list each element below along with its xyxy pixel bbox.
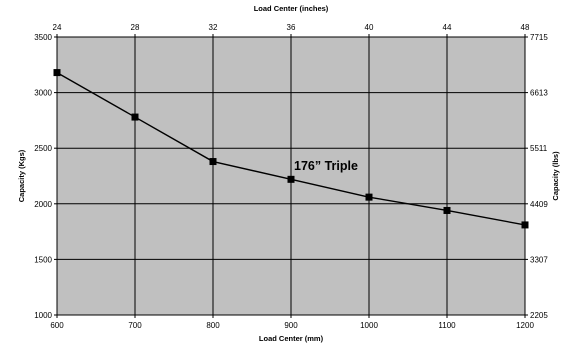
grid-lines	[57, 37, 525, 315]
x-tick-label: 600	[50, 321, 64, 330]
x-tick-label: 1100	[438, 321, 456, 330]
x2-tick-label: 40	[365, 23, 374, 32]
y-tick-label: 1500	[34, 255, 52, 264]
y-tick-label: 3500	[34, 33, 52, 42]
tick-marks	[54, 34, 528, 318]
y2-tick-label: 2205	[530, 311, 548, 320]
y2-tick-label: 7715	[530, 33, 548, 42]
x2-tick-label: 44	[443, 23, 452, 32]
y-tick-label: 2000	[34, 200, 52, 209]
series-capacity	[53, 69, 529, 229]
data-point-marker	[53, 69, 61, 77]
x2-axis-title: Load Center (inches)	[254, 4, 329, 13]
data-point-marker	[287, 175, 295, 183]
data-point-marker	[209, 158, 217, 166]
x-tick-label: 900	[284, 321, 298, 330]
y-tick-label: 2500	[34, 144, 52, 153]
x2-tick-label: 24	[53, 23, 62, 32]
y2-tick-label: 3307	[530, 255, 548, 264]
y-tick-label: 3000	[34, 89, 52, 98]
series-annotation: 176” Triple	[294, 159, 358, 173]
x-axis-title: Load Center (mm)	[259, 334, 324, 343]
x-tick-label: 800	[206, 321, 220, 330]
y-tick-label: 1000	[34, 311, 52, 320]
y2-tick-label: 4409	[530, 200, 548, 209]
data-point-marker	[131, 113, 139, 121]
x2-tick-label: 28	[131, 23, 140, 32]
x-tick-label: 700	[128, 321, 142, 330]
data-point-marker	[365, 193, 373, 201]
data-point-marker	[443, 206, 451, 214]
y2-axis-title: Capacity (lbs)	[551, 151, 560, 201]
y2-tick-label: 5511	[530, 144, 548, 153]
tick-labels: 600 24 700 28 800 32 900 36 1000 40 1100 44 1200 48 10…	[34, 23, 548, 330]
x2-tick-label: 32	[209, 23, 218, 32]
x-tick-label: 1000	[360, 321, 378, 330]
y2-tick-label: 6613	[530, 89, 548, 98]
x2-tick-label: 36	[287, 23, 296, 32]
x2-tick-label: 48	[521, 23, 530, 32]
data-point-marker	[521, 221, 529, 229]
y-axis-title: Capacity (Kgs)	[17, 149, 26, 202]
x-tick-label: 1200	[516, 321, 534, 330]
